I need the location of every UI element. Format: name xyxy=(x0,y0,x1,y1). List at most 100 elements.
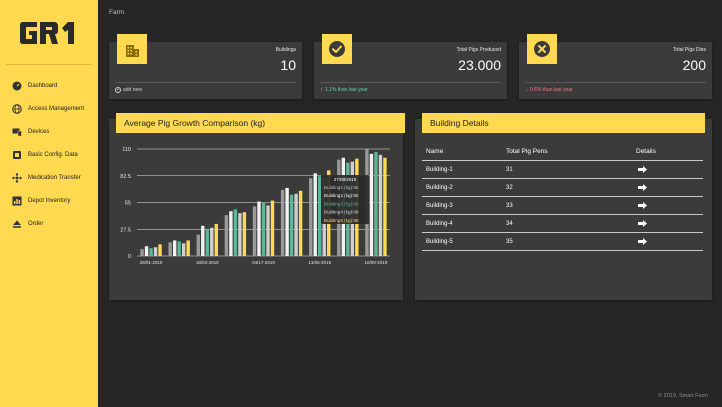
sidebar-item-order[interactable]: Order xyxy=(0,212,98,235)
col-header-details: Details xyxy=(636,148,656,155)
building-name: Building-1 xyxy=(426,166,453,173)
trend-label: 0.6% than last year xyxy=(530,87,573,93)
bar xyxy=(374,151,378,256)
bar xyxy=(252,206,257,256)
stat-divider xyxy=(115,82,296,83)
stat-value: 200 xyxy=(682,57,706,73)
growth-chart-panel: Average Pig Growth Comparison (kg) 0 27.5… xyxy=(109,113,405,300)
footer-copyright: © 2019, Smart Farm xyxy=(658,393,708,399)
details-arrow-icon[interactable] xyxy=(638,238,647,245)
sidebar-item-medication-transfer[interactable]: Medication Transfer xyxy=(0,166,98,189)
sidebar-item-access-management[interactable]: Access Management xyxy=(0,97,98,120)
chart-panel-title: Average Pig Growth Comparison (kg) xyxy=(116,113,405,133)
bar xyxy=(289,194,294,256)
building-pens: 31 xyxy=(506,166,513,173)
gr1-logo-icon xyxy=(20,22,74,44)
building-panel-title: Building Details xyxy=(422,113,705,133)
stat-label: Buildings xyxy=(275,47,296,53)
building-pens: 35 xyxy=(506,238,513,245)
transfer-icon xyxy=(11,172,22,183)
y-tick-label: 0 xyxy=(128,254,131,260)
building-name: Building-4 xyxy=(426,220,453,227)
growth-bar-chart[interactable]: 0 27.5 55 82.5 110 28/01-2019 18/03-2019 04/17-… xyxy=(109,119,403,300)
bar xyxy=(186,240,190,256)
y-tick-label: 55 xyxy=(125,201,131,207)
building-name: Building-2 xyxy=(426,184,453,191)
sidebar-item-label: Dashboard xyxy=(28,82,58,89)
bar xyxy=(309,178,313,256)
arrow-down-icon: ↓ xyxy=(525,87,528,93)
logo[interactable] xyxy=(18,20,80,46)
x-tick-label: 10/09-2019 xyxy=(365,260,388,265)
bar xyxy=(168,242,172,256)
globe-icon xyxy=(11,103,22,114)
stat-label: Total Pigs Produced xyxy=(456,47,501,53)
bar xyxy=(318,176,322,256)
tooltip-line: Building4 (kg):88 xyxy=(324,210,359,215)
y-tick-label: 27.5 xyxy=(120,227,131,233)
table-row: Building-4 34 xyxy=(422,215,703,233)
inventory-icon xyxy=(11,195,22,206)
stat-card-pigs-dies: Total Pigs Dies 200 ↓ 0.6% than last yea… xyxy=(519,34,712,99)
bar xyxy=(205,228,209,256)
bar xyxy=(172,240,177,256)
bar xyxy=(153,247,158,256)
bar xyxy=(298,190,303,256)
tooltip-line: Building1 (kg):55 xyxy=(324,185,359,190)
details-arrow-icon[interactable] xyxy=(638,220,647,227)
x-tick-label: 28/01-2019 xyxy=(140,260,163,265)
tooltip-line: Building3 (kg):66 xyxy=(324,201,359,206)
bar xyxy=(257,201,261,256)
sidebar-item-dashboard[interactable]: Dashboard xyxy=(0,74,98,97)
col-header-pens: Total Pig Pens xyxy=(506,148,548,155)
bar xyxy=(378,154,383,256)
bar xyxy=(270,200,275,256)
stat-card-pigs-produced: Total Pigs Produced 23.000 ↑ 1.1% than l… xyxy=(314,34,507,99)
bar xyxy=(229,211,233,256)
bar xyxy=(181,243,186,256)
details-arrow-icon[interactable] xyxy=(638,184,647,191)
bar xyxy=(210,227,214,256)
details-arrow-icon[interactable] xyxy=(638,166,647,173)
col-header-name: Name xyxy=(426,148,444,155)
building-icon xyxy=(117,34,147,64)
devices-icon xyxy=(11,126,22,137)
sidebar-item-devices[interactable]: Devices xyxy=(0,120,98,143)
tooltip-title: 27/08/2019 xyxy=(334,177,357,182)
sidebar-item-label: Devices xyxy=(28,128,50,135)
eject-icon xyxy=(11,218,22,229)
y-tick-label: 110 xyxy=(122,147,131,153)
x-tick-label: 04/17-2019 xyxy=(252,260,275,265)
bar xyxy=(383,157,387,256)
bar xyxy=(242,212,247,256)
stat-label: Total Pigs Dies xyxy=(672,47,706,53)
table-row: Building-1 31 xyxy=(422,161,703,179)
bar xyxy=(266,205,270,256)
sidebar-item-label: Order xyxy=(28,220,44,227)
bar xyxy=(285,187,289,256)
trend-up-text: ↑ 1.1% than last year xyxy=(320,87,368,93)
add-new-link[interactable]: + add new xyxy=(115,87,142,93)
stat-divider xyxy=(525,82,706,83)
table-row: Building-3 33 xyxy=(422,197,703,215)
bar xyxy=(261,202,266,256)
building-pens: 34 xyxy=(506,220,513,227)
stat-value: 23.000 xyxy=(458,57,501,73)
bar xyxy=(369,153,374,256)
check-circle-icon xyxy=(322,34,352,64)
building-pens: 32 xyxy=(506,184,513,191)
trend-label: 1.1% than last year xyxy=(325,87,368,93)
bar xyxy=(214,223,218,256)
sidebar-item-basic-config-data[interactable]: Basic Config. Data xyxy=(0,143,98,166)
sidebar-item-label: Basic Config. Data xyxy=(28,151,78,158)
bar xyxy=(294,193,298,256)
sidebar-item-depot-inventory[interactable]: Depot Inventory xyxy=(0,189,98,212)
x-circle-icon xyxy=(527,34,557,64)
breadcrumb: Farm xyxy=(109,9,125,16)
sidebar-item-label: Depot Inventory xyxy=(28,197,71,204)
bar xyxy=(158,244,162,256)
details-arrow-icon[interactable] xyxy=(638,202,647,209)
x-tick-label: 13/05-2019 xyxy=(308,260,331,265)
bar xyxy=(238,213,242,256)
building-name: Building-3 xyxy=(426,202,453,209)
